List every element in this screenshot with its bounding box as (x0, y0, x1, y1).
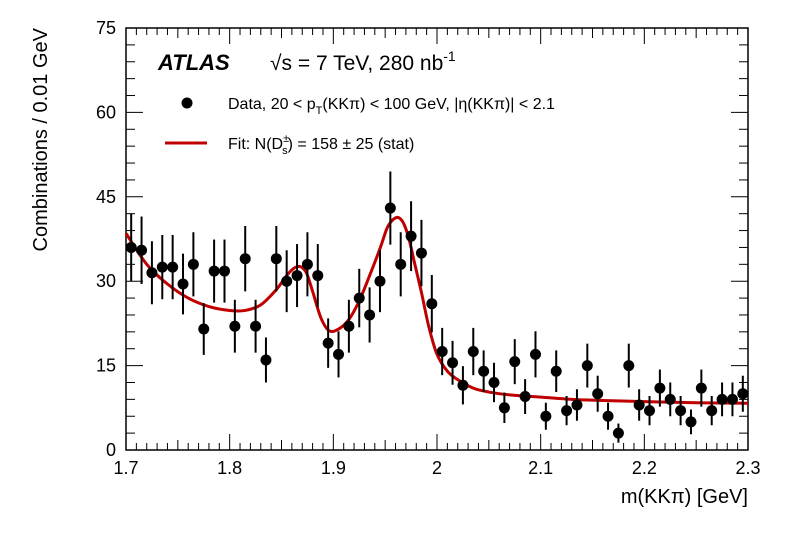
data-point (685, 416, 697, 428)
y-tick-labels: 0 15 30 45 60 75 (96, 18, 116, 460)
data-point (281, 275, 293, 287)
data-point (239, 253, 251, 265)
legend-data-label: Data, 20 < pT(KKπ) < 100 GeV, |η(KKπ)| <… (228, 96, 555, 117)
data-point (706, 405, 718, 417)
data-point (136, 244, 148, 256)
data-point (571, 399, 583, 411)
data-point (353, 292, 365, 304)
data-point (187, 258, 199, 270)
data-point (726, 393, 738, 405)
data-point (540, 410, 552, 422)
data-point (612, 427, 624, 439)
data-point (436, 346, 448, 358)
data-point (333, 348, 345, 360)
data-point (592, 388, 604, 400)
data-point (125, 241, 137, 253)
data-point (602, 410, 614, 422)
fit-series (124, 215, 749, 405)
data-point (737, 388, 749, 400)
energy-label: √s = 7 TeV, 280 nb-1 (270, 48, 456, 75)
data-point (198, 323, 210, 335)
data-point (695, 382, 707, 394)
data-point (384, 202, 396, 214)
data-point (250, 320, 262, 332)
data-point (218, 265, 230, 277)
data-point (581, 360, 593, 372)
data-point (716, 393, 728, 405)
legend-fit-label: Fit: N(D± s) = 158 ± 25 (stat) (228, 133, 414, 157)
legend-data-marker (181, 97, 193, 109)
x-tick-labels: 1.7 1.8 1.9 2 2.1 2.2 2.3 (113, 458, 760, 478)
data-point (529, 348, 541, 360)
data-point (675, 405, 687, 417)
data-point (447, 357, 459, 369)
data-point (654, 382, 666, 394)
axis-ticks (125, 27, 749, 451)
x-tick-label: 2.2 (632, 458, 657, 478)
x-tick-label: 2 (432, 458, 442, 478)
y-tick-label: 60 (96, 102, 116, 122)
data-point (426, 298, 438, 310)
x-tick-label: 2.1 (528, 458, 553, 478)
data-point (301, 258, 313, 270)
data-point (260, 354, 272, 366)
data-point (167, 261, 179, 273)
data-point (208, 265, 220, 277)
data-point (415, 247, 427, 259)
data-point (498, 402, 510, 414)
data-point (156, 261, 168, 273)
y-tick-label: 0 (106, 440, 116, 460)
data-point (478, 365, 490, 377)
data-point (561, 405, 573, 417)
y-tick-label: 15 (96, 356, 116, 376)
x-tick-label: 1.8 (217, 458, 242, 478)
y-axis-label: Combinations / 0.01 GeV (30, 27, 52, 251)
x-axis-label: m(KKπ) [GeV] (621, 486, 748, 508)
data-point (146, 267, 158, 279)
data-point (550, 365, 562, 377)
data-point (177, 278, 189, 290)
y-tick-label: 75 (96, 18, 116, 38)
energy-label-sup: -1 (443, 48, 456, 64)
data-point (457, 379, 469, 391)
data-series (125, 171, 749, 443)
data-point (364, 309, 376, 321)
data-point (519, 391, 531, 403)
data-point (343, 320, 355, 332)
x-tick-label: 1.7 (113, 458, 138, 478)
data-point (395, 258, 407, 270)
data-point (291, 270, 303, 282)
y-tick-label: 45 (96, 187, 116, 207)
x-tick-label: 1.9 (321, 458, 346, 478)
data-point (623, 360, 635, 372)
experiment-label: ATLAS (157, 50, 230, 75)
data-point (405, 230, 417, 242)
fit-curve (124, 215, 749, 405)
y-tick-label: 30 (96, 271, 116, 291)
data-point (229, 320, 241, 332)
data-point (374, 275, 386, 287)
data-point (633, 399, 645, 411)
data-point (322, 337, 334, 349)
x-tick-label: 2.3 (735, 458, 760, 478)
data-point (509, 356, 521, 368)
data-point (467, 346, 479, 358)
data-point (270, 253, 282, 265)
data-point (312, 270, 324, 282)
data-point (664, 393, 676, 405)
data-point (488, 376, 500, 388)
data-point (644, 405, 656, 417)
